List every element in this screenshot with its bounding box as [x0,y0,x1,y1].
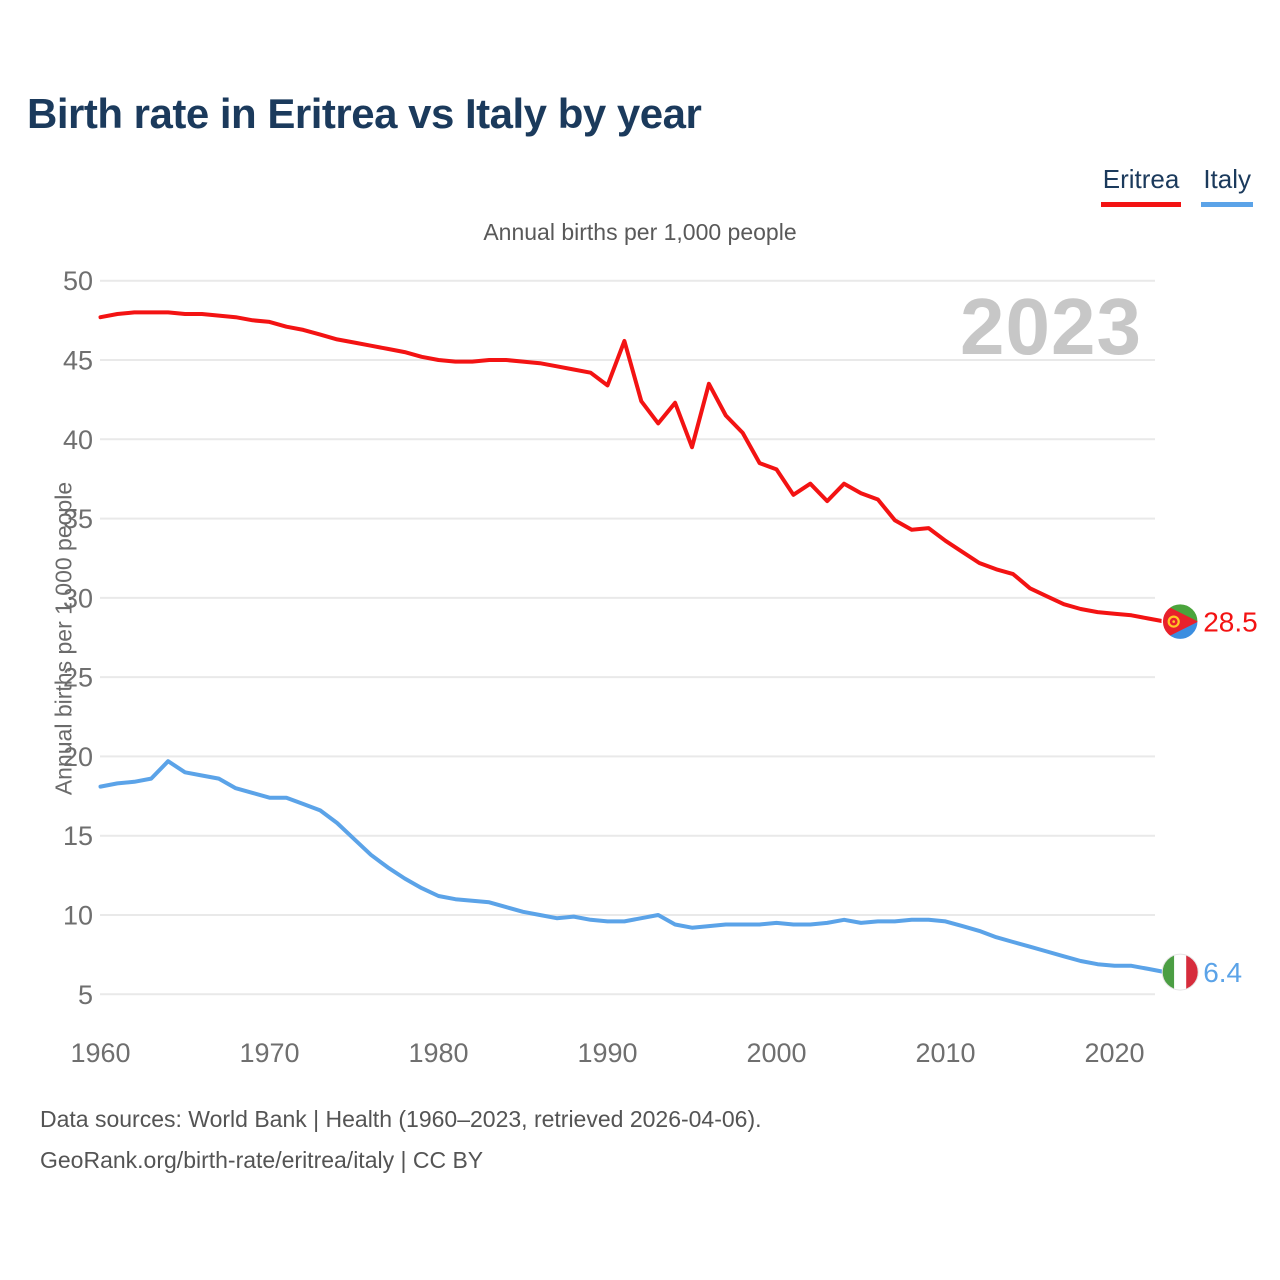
legend-label-eritrea: Eritrea [1102,164,1180,194]
page-title: Birth rate in Eritrea vs Italy by year [27,90,702,137]
x-tick-label: 1990 [577,1038,637,1068]
x-tick-label: 2020 [1084,1038,1144,1068]
series-line-italy [98,759,1168,975]
y-tick-label: 20 [63,742,93,772]
x-tick-label: 1960 [70,1038,130,1068]
eritrea-flag-icon [1161,602,1199,641]
source-footer: Data sources: World Bank | Health (1960–… [40,1099,762,1181]
y-tick-label: 40 [63,425,93,455]
y-tick-label: 10 [63,901,93,931]
y-tick-label: 45 [63,346,93,376]
source-line-2: GeoRank.org/birth-rate/eritrea/italy | C… [40,1147,484,1173]
y-axis-title: Annual births per 1,000 people [50,481,77,796]
legend-item-eritrea[interactable]: Eritrea [1100,164,1182,207]
watermark-year: 2023 [960,282,1142,371]
source-line-1: Data sources: World Bank | Health (1960–… [40,1106,762,1132]
chart-subtitle: Annual births per 1,000 people [483,219,797,245]
italy-flag-icon [1161,953,1199,991]
y-tick-labels: 50 45 40 35 30 25 20 15 10 5 [63,266,93,1010]
y-tick-label: 35 [63,504,93,534]
x-tick-label: 2000 [746,1038,806,1068]
eritrea-end-value: 28.5 [1203,607,1258,638]
legend-item-italy[interactable]: Italy [1201,164,1253,207]
y-tick-label: 25 [63,663,93,693]
legend-label-italy: Italy [1203,164,1251,194]
legend: Eritrea Italy [1100,164,1253,207]
y-tick-label: 5 [78,980,93,1010]
x-tick-labels: 1960 1970 1980 1990 2000 2010 2020 [70,1038,1144,1068]
gridlines [100,279,1155,996]
y-tick-label: 50 [63,266,93,296]
series-line-eritrea [98,310,1168,624]
x-tick-label: 2010 [915,1038,975,1068]
y-tick-label: 15 [63,821,93,851]
series-lines [98,310,1168,975]
italy-end-value: 6.4 [1203,957,1242,988]
y-tick-label: 30 [63,583,93,613]
x-tick-label: 1970 [239,1038,299,1068]
x-tick-label: 1980 [408,1038,468,1068]
